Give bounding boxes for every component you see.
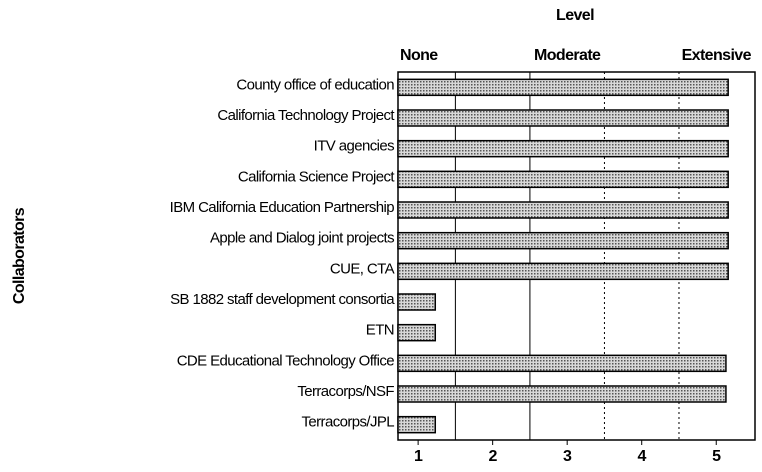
x-title: Level xyxy=(556,7,594,24)
x-tick-label: 5 xyxy=(712,448,721,465)
y-tick-label: IBM California Education Partnership xyxy=(170,199,395,216)
x-tick-label: 1 xyxy=(414,448,423,465)
bar xyxy=(397,385,727,403)
x-tick-label: 3 xyxy=(563,448,572,465)
bar xyxy=(397,323,437,342)
x-tick-label: 4 xyxy=(638,448,647,465)
plot-frame xyxy=(397,71,756,441)
x-tick-label: 2 xyxy=(488,448,497,465)
bar xyxy=(397,262,729,281)
bar xyxy=(397,293,437,311)
y-tick-label: California Science Project xyxy=(238,168,396,185)
y-tick-label: CUE, CTA xyxy=(330,260,395,277)
y-tick-label: Terracorps/JPL xyxy=(302,414,395,431)
bar xyxy=(397,415,437,434)
y-tick-label: County office of education xyxy=(236,76,394,93)
bar xyxy=(397,231,729,250)
y-tick-label: CDE Educational Technology Office xyxy=(177,352,395,369)
bar xyxy=(397,354,727,373)
bar xyxy=(397,109,729,127)
bar xyxy=(397,170,729,189)
y-tick-label: ETN xyxy=(366,322,394,339)
bar xyxy=(397,139,729,158)
y-tick-label: Terracorps/NSF xyxy=(297,383,394,400)
y-title: Collaborators xyxy=(11,207,28,304)
bar xyxy=(397,201,729,219)
level-label: Extensive xyxy=(682,47,752,64)
y-tick-label: SB 1882 staff development consortia xyxy=(170,291,395,308)
bar xyxy=(397,78,729,97)
level-label: Moderate xyxy=(534,47,601,64)
level-label: None xyxy=(400,47,438,64)
y-tick-label: Apple and Dialog joint projects xyxy=(210,230,394,247)
y-tick-label: California Technology Project xyxy=(217,107,395,124)
y-tick-label: ITV agencies xyxy=(314,138,394,155)
